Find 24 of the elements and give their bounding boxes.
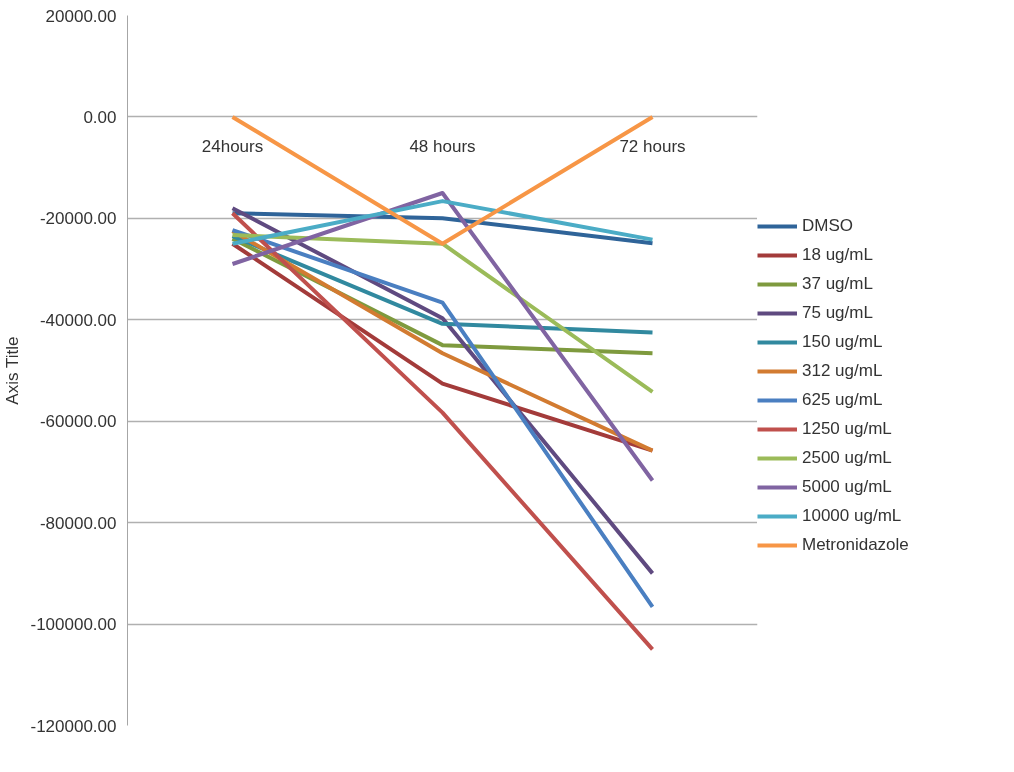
y-tick-label: -40000.00 xyxy=(39,310,117,330)
y-tick-label: -100000.00 xyxy=(30,615,117,635)
legend-label: 18 ug/mL xyxy=(802,245,873,265)
legend-label: 37 ug/mL xyxy=(802,274,873,294)
y-axis-title: Axis Title xyxy=(3,336,23,405)
legend-label: 2500 ug/mL xyxy=(802,448,892,468)
y-tick-label: -60000.00 xyxy=(39,412,117,432)
x-tick-label: 48 hours xyxy=(409,136,476,156)
y-tick-label: -80000.00 xyxy=(39,513,117,533)
y-tick-label: 0.00 xyxy=(83,107,117,127)
legend-label: Metronidazole xyxy=(802,535,909,555)
legend-label: 75 ug/mL xyxy=(802,303,873,323)
y-tick-label: -20000.00 xyxy=(39,209,117,229)
legend-label: 1250 ug/mL xyxy=(802,419,892,439)
legend-label: DMSO xyxy=(802,216,853,236)
legend-label: 10000 ug/mL xyxy=(802,506,902,526)
y-tick-label: 20000.00 xyxy=(45,6,117,26)
x-tick-label: 72 hours xyxy=(619,136,686,156)
x-tick-label: 24hours xyxy=(201,136,264,156)
legend-label: 312 ug/mL xyxy=(802,361,883,381)
y-tick-label: -120000.00 xyxy=(30,716,117,736)
legend-label: 150 ug/mL xyxy=(802,332,883,352)
legend-label: 625 ug/mL xyxy=(802,390,883,410)
legend-label: 5000 ug/mL xyxy=(802,477,892,497)
